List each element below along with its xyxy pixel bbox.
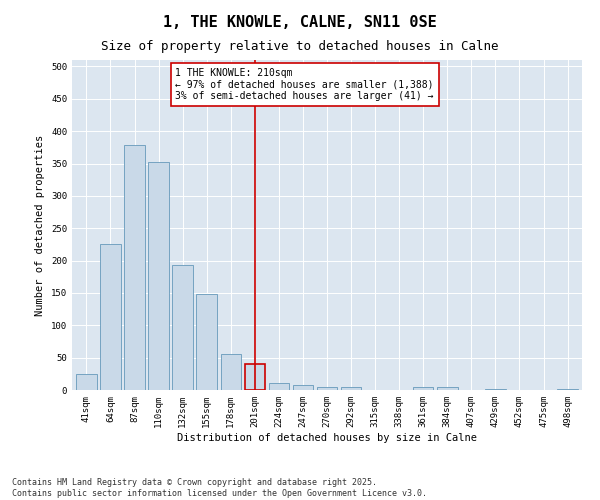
Text: 1, THE KNOWLE, CALNE, SN11 0SE: 1, THE KNOWLE, CALNE, SN11 0SE xyxy=(163,15,437,30)
Bar xyxy=(148,162,169,390)
Text: 1 THE KNOWLE: 210sqm
← 97% of detached houses are smaller (1,388)
3% of semi-det: 1 THE KNOWLE: 210sqm ← 97% of detached h… xyxy=(175,68,434,101)
Bar xyxy=(100,244,121,390)
Bar xyxy=(437,388,458,390)
Bar xyxy=(196,294,217,390)
Bar xyxy=(76,374,97,390)
Bar xyxy=(172,265,193,390)
Bar xyxy=(221,354,241,390)
Bar xyxy=(317,387,337,390)
Bar xyxy=(269,383,289,390)
Bar xyxy=(485,388,506,390)
X-axis label: Distribution of detached houses by size in Calne: Distribution of detached houses by size … xyxy=(177,432,477,442)
Bar xyxy=(124,146,145,390)
Text: Contains HM Land Registry data © Crown copyright and database right 2025.
Contai: Contains HM Land Registry data © Crown c… xyxy=(12,478,427,498)
Bar xyxy=(245,364,265,390)
Bar xyxy=(557,388,578,390)
Text: Size of property relative to detached houses in Calne: Size of property relative to detached ho… xyxy=(101,40,499,53)
Y-axis label: Number of detached properties: Number of detached properties xyxy=(35,134,46,316)
Bar xyxy=(341,388,361,390)
Bar xyxy=(293,386,313,390)
Bar xyxy=(413,388,433,390)
